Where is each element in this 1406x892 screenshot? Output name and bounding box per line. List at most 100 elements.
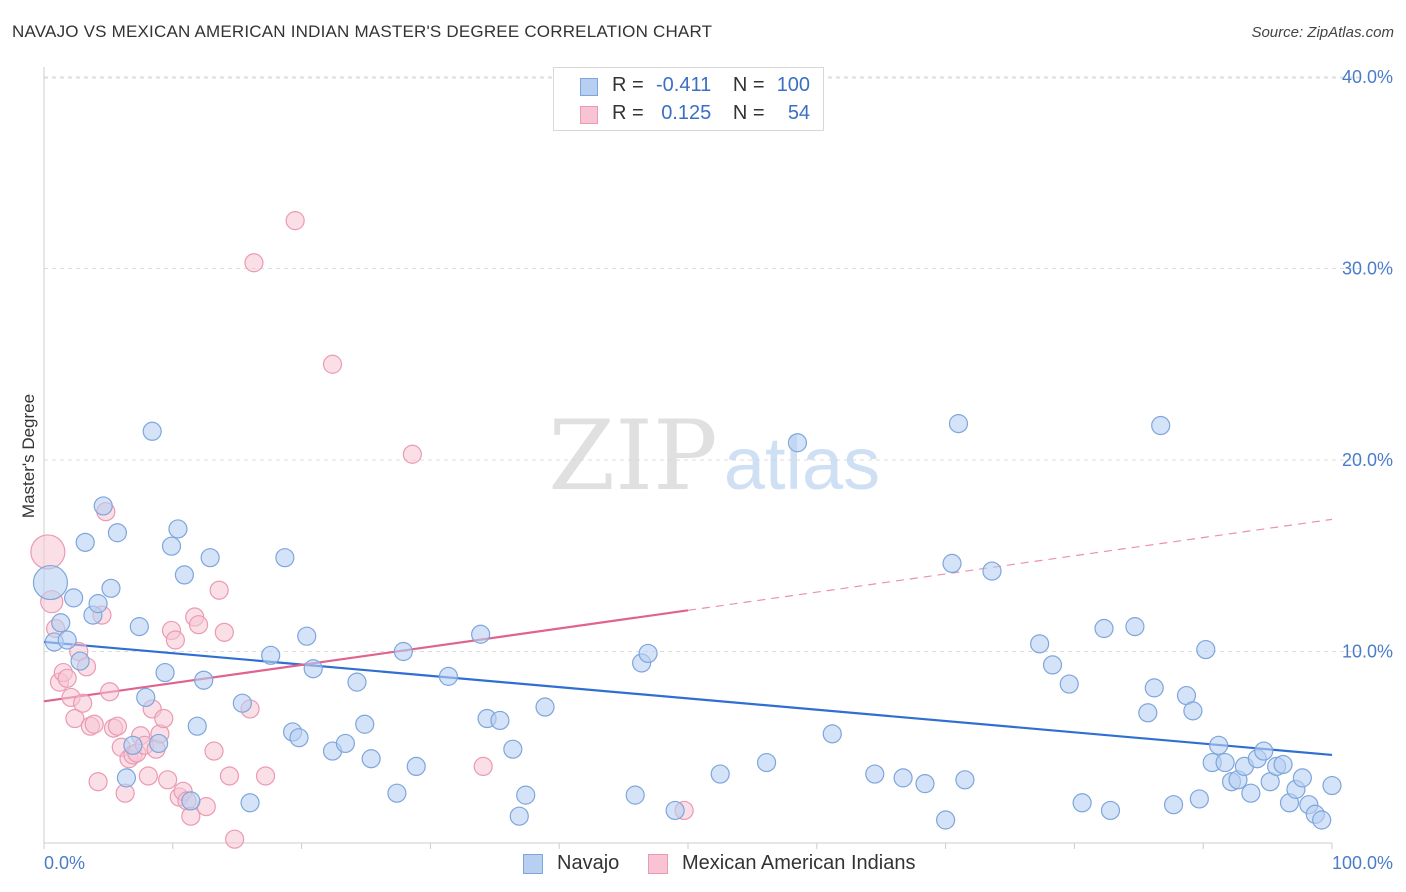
navajo-point (1183, 701, 1203, 721)
mexican-point (73, 693, 93, 713)
navajo-point (168, 519, 188, 539)
watermark: ZIP atlas (548, 400, 880, 512)
navajo-point (232, 693, 252, 713)
navajo-point (1059, 674, 1079, 694)
mexican-legend-swatch (648, 854, 668, 874)
navajo-point (187, 716, 207, 736)
series-legend: Navajo Mexican American Indians (0, 852, 1406, 878)
mexican-point (188, 615, 209, 635)
navajo-point (503, 739, 523, 759)
y-tick-label: 40.0% (1342, 67, 1393, 87)
navajo-point (1189, 789, 1209, 809)
navajo-point (710, 764, 730, 784)
navajo-point (57, 630, 77, 650)
mexican-point (30, 534, 66, 570)
navajo-point (335, 733, 355, 754)
mexican-trend-extension (687, 518, 1333, 611)
mexican-point (65, 708, 85, 729)
navajo-point (1100, 800, 1121, 821)
navajo-point (51, 613, 71, 633)
navajo-point (865, 764, 885, 784)
trend-lines (43, 518, 1333, 757)
navajo-point (1072, 793, 1092, 813)
navajo-point (509, 806, 529, 826)
navajo-point (893, 768, 913, 788)
navajo-swatch (580, 78, 598, 96)
y-tick-label: 10.0% (1342, 642, 1393, 662)
navajo-point (1094, 618, 1114, 639)
navajo-point (88, 594, 108, 614)
mexican-point (165, 630, 185, 650)
mexican-point (158, 770, 178, 790)
navajo-point (1144, 678, 1164, 698)
navajo-point (107, 523, 128, 543)
navajo-point (393, 641, 413, 662)
mexican-point (57, 668, 77, 688)
mexican-point (219, 766, 240, 786)
mexican-point (285, 211, 305, 231)
mexican-point (84, 714, 104, 734)
navajo-point (1196, 639, 1216, 660)
navajo-point (275, 548, 295, 568)
navajo-point (297, 626, 317, 646)
mexican-point (255, 766, 276, 786)
n-label: N = (732, 74, 765, 96)
navajo-point (1138, 703, 1158, 723)
axes (43, 67, 1333, 849)
navajo-legend-swatch (523, 854, 543, 874)
navajo-point (240, 793, 260, 813)
navajo-point (129, 617, 149, 637)
navajo-point (142, 421, 162, 441)
navajo-point (756, 752, 777, 773)
mexican-trend-line (43, 609, 689, 703)
navajo-point (787, 433, 808, 453)
navajo-point (935, 810, 956, 830)
navajo-point (638, 643, 658, 664)
mexican-point (100, 682, 120, 702)
navajo-point (955, 770, 975, 790)
navajo-point (116, 768, 137, 788)
tick-labels: 10.0% 20.0% 30.0% 40.0% 0.0% 100.0% (44, 67, 1393, 873)
mexican-point (225, 829, 245, 849)
x-tick-label: 0.0% (44, 853, 85, 873)
mexican-legend-label: Mexican American Indians (682, 852, 916, 874)
navajo-point (93, 496, 113, 516)
mexican-points (30, 211, 694, 849)
mexican-point (244, 253, 264, 273)
n-value: 54 (787, 102, 811, 124)
navajo-point (361, 749, 381, 769)
navajo-point (75, 532, 95, 552)
x-tick-label: 100.0% (1332, 853, 1393, 873)
navajo-point (1292, 768, 1312, 788)
y-tick-label: 20.0% (1342, 450, 1393, 470)
mexican-point (209, 580, 229, 600)
mexican-point (204, 741, 224, 761)
navajo-point (347, 672, 367, 692)
navajo-point (665, 800, 685, 821)
grid-lines (44, 76, 1362, 652)
navajo-point (1312, 810, 1332, 830)
navajo-point (194, 670, 214, 690)
navajo-point (516, 785, 536, 805)
navajo-point (149, 733, 169, 754)
navajo-point (1125, 617, 1145, 637)
r-value: 0.125 (661, 102, 712, 124)
watermark-zip: ZIP (548, 400, 717, 512)
navajo-point (1209, 735, 1229, 755)
navajo-point (1030, 634, 1050, 654)
navajo-point (1254, 741, 1274, 761)
navajo-point (1163, 795, 1184, 815)
navajo-point (161, 536, 182, 556)
r-label: R = (612, 102, 644, 124)
navajo-point (200, 548, 220, 568)
navajo-point (261, 645, 281, 665)
navajo-point (625, 785, 645, 805)
navajo-point (535, 697, 555, 717)
navajo-point (32, 564, 69, 601)
navajo-trend-line (43, 640, 1333, 757)
mexican-point (107, 716, 128, 736)
source-label: Source: ZipAtlas.com (1251, 24, 1394, 41)
navajo-point (70, 651, 90, 671)
navajo-point (64, 588, 84, 608)
r-label: R = (612, 74, 644, 96)
